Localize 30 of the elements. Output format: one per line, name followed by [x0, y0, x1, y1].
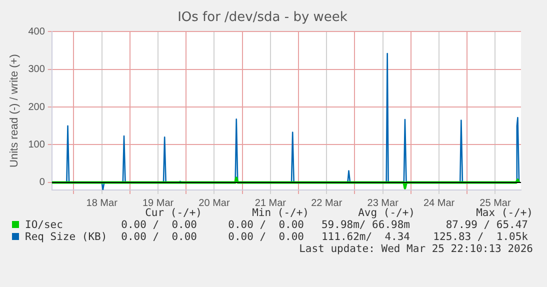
text: 0.00 / 0.00 — [121, 219, 197, 231]
y-tick-label: 300 — [28, 64, 46, 76]
text: Avg (-/+) — [358, 207, 415, 219]
text: Min (-/+) — [252, 207, 309, 219]
y-tick-label: 400 — [28, 26, 46, 38]
y-tick-label: 200 — [28, 102, 46, 113]
x-tick-label: 24 Mar — [423, 198, 456, 209]
text: Last update: Wed Mar 25 22:10:13 2026 — [299, 243, 533, 255]
x-tick-label: 23 Mar — [367, 198, 400, 209]
text: Max (-/+) — [476, 207, 533, 219]
text: 0.00 / 0.00 — [228, 231, 304, 243]
x-tick-label: 19 Mar — [142, 198, 174, 209]
legend-label: IO/sec — [24, 219, 63, 231]
y-tick-label: 100 — [28, 139, 46, 150]
text: 0.00 / 0.00 — [228, 219, 304, 231]
text: 125.83 / 1.05k — [433, 231, 528, 243]
text: 0.00 / 0.00 — [121, 231, 197, 243]
text: 59.98m/ 66.98m — [321, 219, 410, 231]
x-tick-label: 21 Mar — [254, 198, 287, 209]
text: Cur (-/+) — [145, 207, 202, 219]
text: 111.62m/ 4.34 — [321, 231, 410, 243]
legend-label: Req Size (KB) — [24, 231, 108, 243]
x-tick-label: 18 Mar — [86, 198, 118, 209]
y-axis-title: Units read (-) / write (+) — [8, 54, 21, 168]
text: 87.99 / 65.47 — [446, 219, 528, 231]
x-tick-label: 22 Mar — [311, 198, 343, 209]
chart-title: IOs for /dev/sda - by week — [178, 10, 348, 26]
y-tick-label: 0 — [39, 177, 46, 188]
x-tick-label: 25 Mar — [480, 198, 512, 209]
x-tick-label: 20 Mar — [198, 198, 230, 209]
